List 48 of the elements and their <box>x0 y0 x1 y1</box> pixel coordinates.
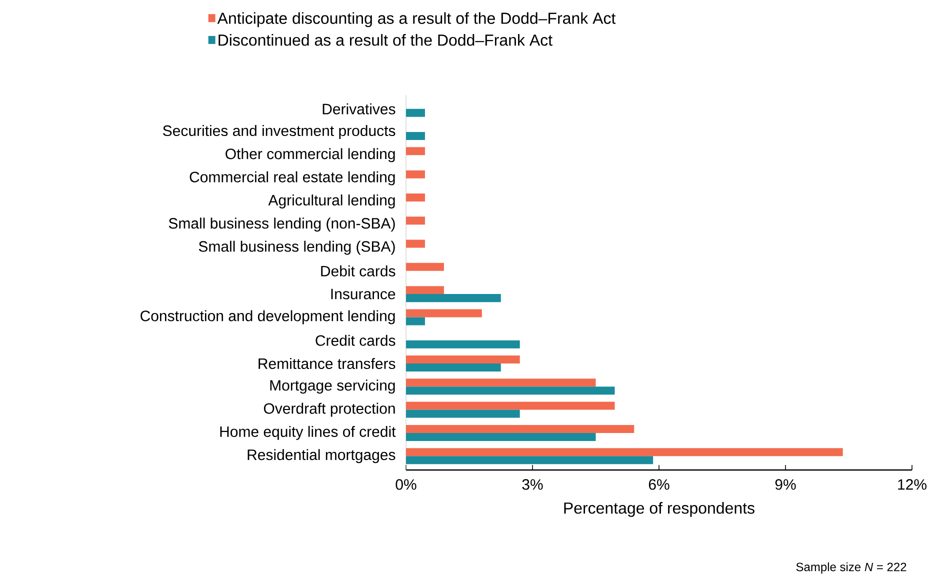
bar <box>406 364 501 372</box>
bar <box>406 193 425 202</box>
x-tick-label: 12% <box>898 479 926 490</box>
bar <box>406 402 615 410</box>
bar <box>406 294 501 302</box>
y-tick-label: Small business lending (SBA) <box>198 240 395 255</box>
bar <box>406 432 596 441</box>
bar <box>406 147 425 156</box>
bar <box>406 286 444 294</box>
x-tick-label: 6% <box>648 479 670 490</box>
y-tick-label: Commercial real estate lending <box>190 171 395 186</box>
y-tick-label: Debit cards <box>321 265 396 276</box>
bar <box>406 340 520 348</box>
y-tick-label: Home equity lines of credit <box>220 426 396 440</box>
y-tick-label: Other commercial lending <box>226 148 395 162</box>
y-tick-label: Insurance <box>331 288 396 300</box>
y-tick-label: Residential mortgages <box>248 449 396 464</box>
bar <box>406 108 425 117</box>
x-tick-label: 9% <box>775 479 796 490</box>
bar <box>406 170 425 178</box>
x-tick-label: 3% <box>522 479 543 490</box>
x-tick-label: 0% <box>396 479 416 490</box>
bar <box>406 132 425 140</box>
y-tick-label: Agricultural lending <box>268 194 395 208</box>
bar <box>406 216 425 225</box>
bar <box>406 448 843 456</box>
bar <box>406 424 634 433</box>
bar <box>406 262 444 271</box>
bar <box>406 356 520 364</box>
y-tick-label: Credit cards <box>316 334 396 346</box>
y-tick-label: Mortgage servicing <box>270 380 395 394</box>
y-tick-label: Securities and investment products <box>163 125 396 140</box>
bar <box>406 410 520 418</box>
bar <box>406 240 425 248</box>
y-tick-label: Construction and development lending <box>140 310 395 324</box>
text: Sample size N = 222 <box>796 562 906 574</box>
legend-label: Anticipate discounting as a result of the Dodd–Frank Act <box>217 12 616 28</box>
y-tick-label: Overdraft protection <box>264 402 395 417</box>
bar <box>406 317 425 326</box>
y-tick-label: Small business lending (non-SBA) <box>168 218 395 232</box>
y-tick-label: Derivatives <box>322 103 396 114</box>
bar <box>406 386 615 395</box>
bar <box>406 378 596 387</box>
bar <box>406 309 482 318</box>
y-tick-label: Remittance transfers <box>258 358 396 370</box>
bar <box>406 456 654 464</box>
legend-label: Discontinued as a result of the Dodd–Frank Act <box>218 34 552 46</box>
x-axis-title: Percentage of respondents <box>564 502 754 517</box>
